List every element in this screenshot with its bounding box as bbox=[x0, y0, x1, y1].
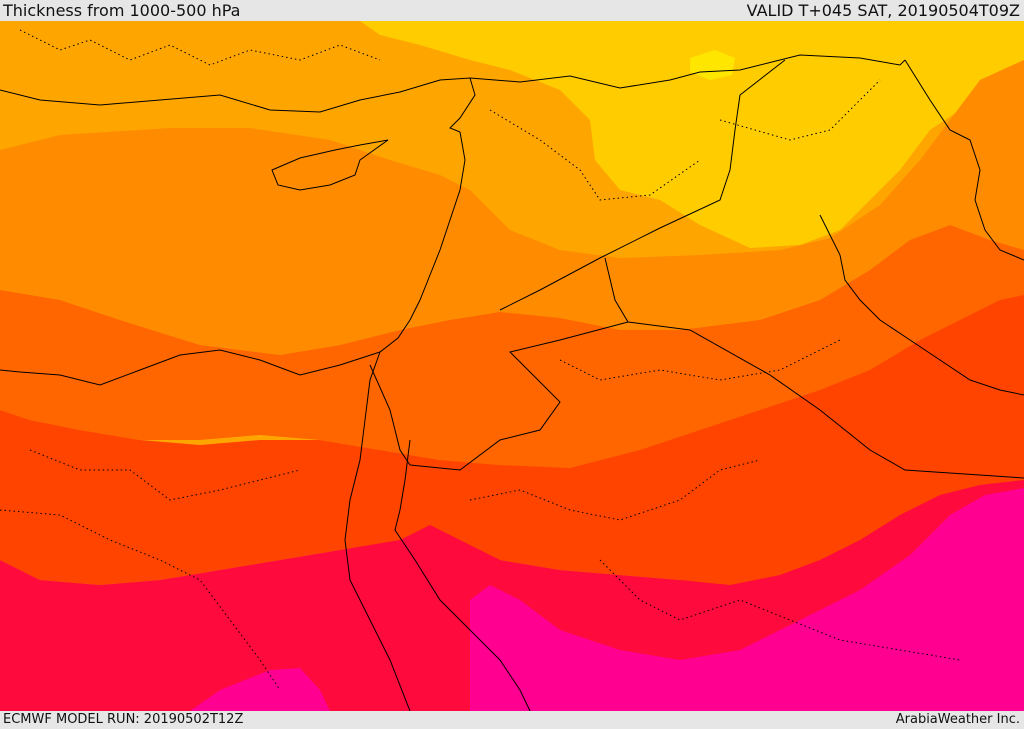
map-title: Thickness from 1000-500 hPa bbox=[3, 1, 241, 20]
header-bar: Thickness from 1000-500 hPa VALID T+045 … bbox=[0, 0, 1024, 21]
valid-time: VALID T+045 SAT, 20190504T09Z bbox=[746, 1, 1020, 20]
country-borders bbox=[369, 54, 1024, 479]
province-boundaries bbox=[0, 29, 961, 691]
band-magenta-region bbox=[470, 488, 1024, 711]
band-red-orange-region bbox=[0, 295, 1024, 590]
band-magenta-region-west bbox=[190, 668, 330, 711]
band-gold-region bbox=[360, 21, 1024, 248]
credit: ArabiaWeather Inc. bbox=[895, 712, 1020, 727]
thickness-map[interactable] bbox=[0, 21, 1024, 711]
footer-bar: ECMWF MODEL RUN: 20190502T12Z ArabiaWeat… bbox=[0, 711, 1024, 729]
band-yellow-region bbox=[690, 50, 735, 80]
coastlines bbox=[0, 59, 1024, 711]
model-run: ECMWF MODEL RUN: 20190502T12Z bbox=[3, 712, 244, 727]
